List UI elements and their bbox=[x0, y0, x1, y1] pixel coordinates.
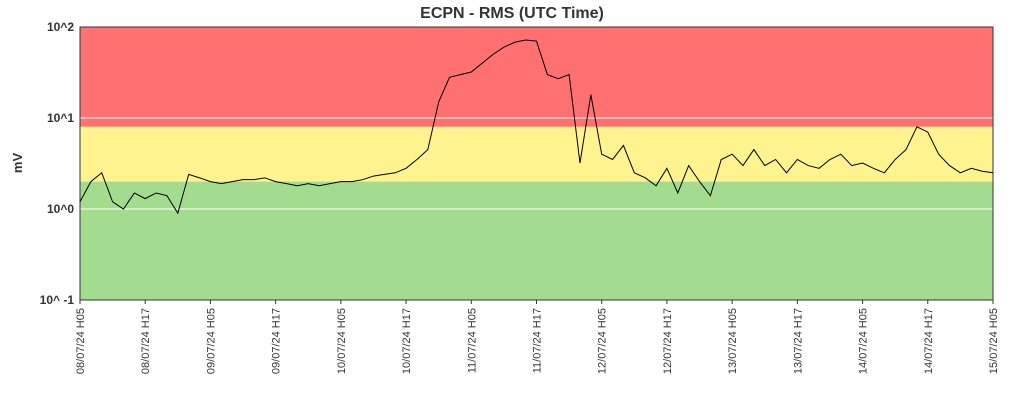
x-tick-label: 15/07/24 H05 bbox=[988, 308, 1000, 374]
threshold-band bbox=[80, 27, 993, 127]
x-tick-label: 11/07/24 H05 bbox=[466, 308, 478, 373]
x-tick-label: 14/07/24 H17 bbox=[923, 308, 935, 374]
x-tick-label: 13/07/24 H05 bbox=[727, 308, 739, 374]
x-tick-label: 11/07/24 H17 bbox=[532, 308, 544, 373]
x-tick-label: 10/07/24 H17 bbox=[401, 308, 413, 374]
plot-frame bbox=[79, 26, 994, 301]
y-tick-label: 10^ -1 bbox=[40, 293, 75, 307]
threshold-band bbox=[80, 126, 993, 182]
x-tick-label: 10/07/24 H05 bbox=[336, 308, 348, 374]
x-tick-label: 09/07/24 H05 bbox=[205, 308, 217, 374]
y-tick-label: 10^0 bbox=[47, 202, 74, 216]
rms-line bbox=[79, 39, 994, 215]
x-tick-label: 08/07/24 H17 bbox=[140, 308, 152, 374]
chart-title: ECPN - RMS (UTC Time) bbox=[420, 5, 604, 22]
threshold-band bbox=[80, 181, 993, 300]
y-tick-label: 10^1 bbox=[47, 111, 74, 125]
x-tick-label: 08/07/24 H05 bbox=[75, 308, 87, 374]
x-tick-label: 14/07/24 H05 bbox=[858, 308, 870, 374]
y-axis-label: mV bbox=[10, 153, 25, 174]
x-tick-label: 12/07/24 H17 bbox=[662, 308, 674, 374]
y-tick-label: 10^2 bbox=[47, 20, 74, 34]
x-tick-label: 12/07/24 H05 bbox=[597, 308, 609, 374]
x-tick-label: 13/07/24 H17 bbox=[792, 308, 804, 374]
x-tick-label: 09/07/24 H17 bbox=[271, 308, 283, 374]
